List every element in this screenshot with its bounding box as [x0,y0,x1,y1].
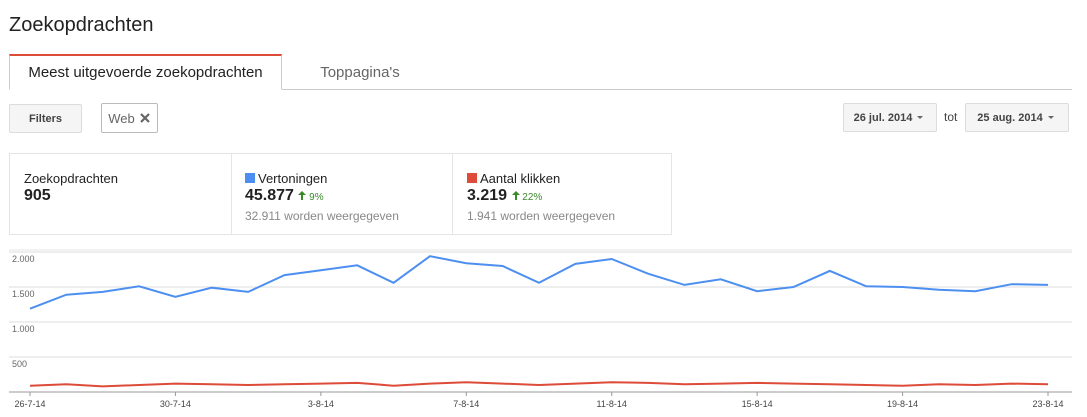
date-separator: tot [944,110,958,124]
y-tick-label: 1.000 [12,324,35,334]
x-tick-label: 3-8-14 [308,399,334,409]
series-swatch [467,173,477,183]
stat-label: Vertoningen [258,171,328,186]
dropdown-arrow [917,115,924,119]
divider [231,154,232,234]
remove-icon[interactable] [139,112,151,124]
stat-change: 9% [309,192,324,203]
series-line [29,255,1049,310]
x-tick-label: 26-7-14 [14,399,45,409]
stat-cell[interactable]: Vertoningen 45.877 9% 32.911 worden weer… [231,154,451,235]
stat-value: 3.219 [467,187,508,204]
x-tick-label: 30-7-14 [160,399,191,409]
stat-label: Aantal klikken [480,171,561,186]
stat-note: 1.941 worden weergegeven [467,209,616,223]
stat-change: 22% [522,192,543,203]
page-title: Zoekopdrachten [9,14,154,36]
stat-value: 45.877 [245,187,294,204]
stat-label: Zoekopdrachten [24,171,118,186]
date-label: 25 aug. 2014 [977,111,1043,124]
tab-rule [9,89,1072,90]
x-tick-label: 23-8-14 [1032,399,1063,409]
up-arrow [298,191,307,200]
filters-button[interactable]: Filters [9,104,82,133]
divider [452,154,453,234]
x-tick-label: 19-8-14 [887,399,918,409]
up-arrow [511,191,520,200]
y-tick-label: 2.000 [12,254,35,264]
stat-cell[interactable]: Aantal klikken 3.219 22% 1.941 worden we… [453,154,672,235]
date-end[interactable]: 25 aug. 2014 [965,103,1069,132]
tab-label: Toppagina's [320,63,400,81]
stat-note: 32.911 worden weergegeven [245,209,399,223]
dropdown-arrow [1047,115,1054,119]
tab-label: Meest uitgevoerde zoekopdrachten [28,64,263,81]
stat-cell: Zoekopdrachten 905 [10,154,230,235]
stats-box [9,153,672,235]
button-label: Filters [28,112,62,125]
filter-chip[interactable]: Web [101,103,158,133]
date-start[interactable]: 26 jul. 2014 [843,103,937,132]
date-label: 26 jul. 2014 [853,111,913,124]
chart: 500 1.000 1.500 2.000 26-7-14 30-7-14 3-8-14 7-… [9,249,1072,409]
x-tick-label: 15-8-14 [742,399,773,409]
tab-active[interactable]: Meest uitgevoerde zoekopdrachten [9,54,282,90]
x-tick-label: 7-8-14 [453,399,479,409]
chip-label: Web [108,110,135,126]
y-tick-label: 500 [12,359,27,369]
series-swatch [245,173,255,183]
y-tick-label: 1.500 [12,289,35,299]
stat-value: 905 [24,187,51,204]
x-tick-label: 11-8-14 [597,399,627,409]
series-line [29,381,1049,388]
tab[interactable]: Toppagina's [300,54,420,90]
